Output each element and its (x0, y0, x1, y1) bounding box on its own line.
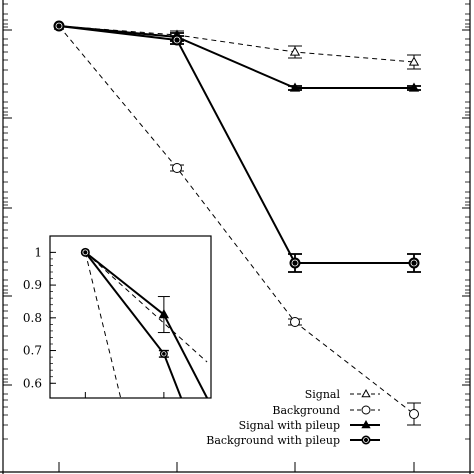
point-background-with-pileup (53, 20, 65, 32)
point-signal-with-pileup (408, 82, 420, 92)
legend-label-background-with-pileup: Background with pileup (206, 434, 340, 447)
inset-point-signal-with-pileup (158, 309, 170, 319)
inset-point-start (80, 247, 90, 257)
inset-line-signal (85, 251, 208, 363)
point-background (172, 163, 182, 173)
legend-marker-background-with-pileup (361, 435, 371, 445)
inset-y-tick-label: 0.9 (23, 278, 42, 292)
legend-label-background: Background (272, 404, 340, 417)
point-background-with-pileup (408, 257, 420, 269)
inset-frame (49, 235, 212, 399)
inset-line-background (84, 252, 122, 398)
legend-label-signal-with-pileup: Signal with pileup (239, 419, 340, 432)
inset-line-background-with-pileup (84, 251, 165, 355)
inset-point-background-with-pileup (159, 349, 168, 358)
point-background (409, 409, 419, 419)
point-signal (289, 46, 301, 56)
series-line-background-with-pileup (58, 25, 414, 264)
legend-label-signal: Signal (305, 388, 341, 401)
series-line-signal (58, 25, 415, 63)
legend-marker-signal-with-pileup (361, 419, 371, 429)
inset-line-signal-with-pileup (84, 251, 165, 316)
legend-marker-background (361, 405, 371, 415)
point-background-with-pileup (171, 34, 183, 46)
point-background (290, 317, 300, 327)
series-line-signal-with-pileup (58, 25, 414, 89)
legend: Signal Background Signal with pileup Backgr… (206, 388, 380, 447)
inset-line-signal-with-pileup-cont (162, 314, 208, 398)
series-line-background (58, 25, 415, 415)
inset-y-tick-label: 0.6 (23, 376, 42, 390)
point-background-with-pileup (289, 257, 301, 269)
point-signal (408, 56, 420, 66)
inset-y-tick-label: 0.7 (23, 344, 42, 358)
point-signal-with-pileup (289, 82, 301, 92)
inset-line-background-with-pileup-cont (162, 353, 183, 398)
inset-y-tick-label: 0.8 (23, 311, 42, 325)
inset-y-tick-label: 1 (34, 245, 42, 259)
legend-marker-signal (361, 388, 371, 398)
inset-series (84, 251, 208, 398)
inset-plot: 1 0.9 0.8 0.7 0.6 (23, 235, 212, 399)
